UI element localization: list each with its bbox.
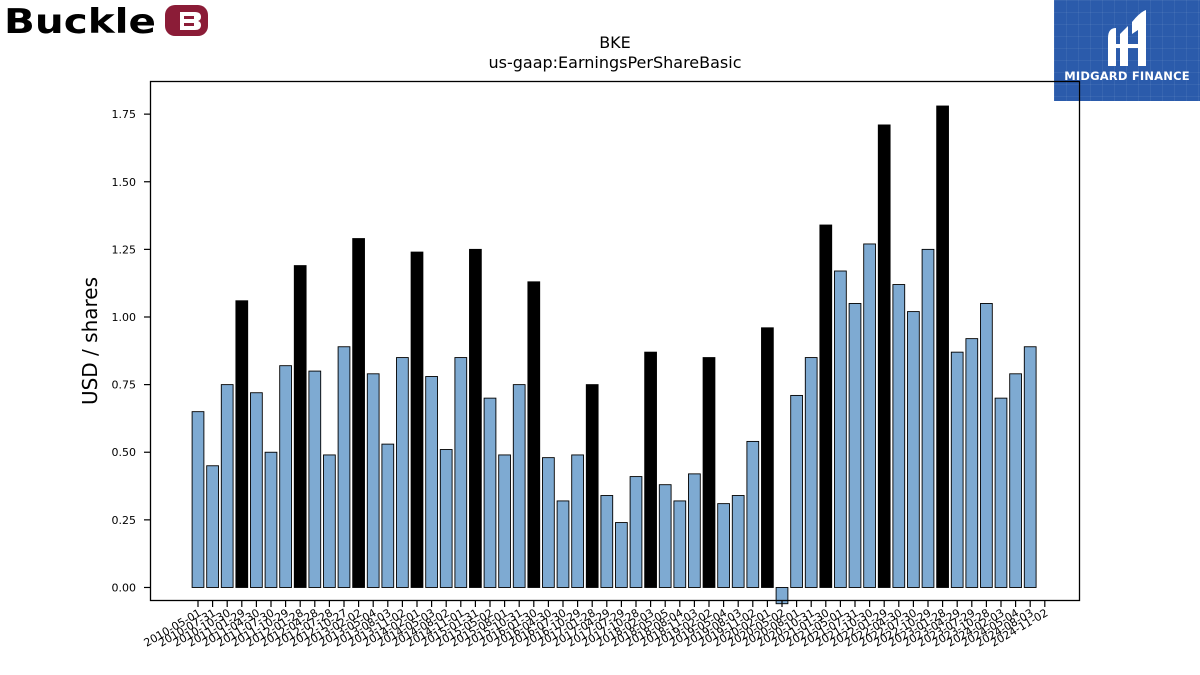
y-tick-label: 1.00 (112, 311, 137, 324)
bar (629, 476, 643, 588)
bar (220, 384, 234, 588)
bar (425, 376, 438, 588)
bar (731, 495, 745, 588)
bar (556, 500, 570, 588)
bar-highlight (410, 251, 424, 588)
bar (673, 500, 687, 588)
bar (717, 503, 730, 588)
bar (994, 397, 1008, 588)
bar (454, 357, 468, 588)
bar-highlight (819, 224, 833, 588)
bar-highlight (469, 248, 482, 588)
midgard-mark-icon (1108, 10, 1146, 66)
bar (571, 454, 584, 588)
bars-layer (191, 105, 1037, 605)
y-tick-label: 0.75 (112, 379, 137, 392)
bar (965, 338, 979, 588)
bar-highlight (527, 281, 541, 588)
buckle-logo-text: Buckle (4, 3, 156, 39)
bar (658, 484, 672, 588)
bar (396, 357, 409, 588)
bar (834, 270, 847, 588)
bar-highlight (702, 357, 716, 588)
bar (921, 248, 935, 588)
bar-highlight (352, 238, 365, 588)
y-tick-label: 0.00 (112, 581, 137, 594)
bar-highlight (293, 265, 307, 588)
bar (483, 397, 497, 588)
bar (323, 454, 336, 588)
bar (191, 411, 205, 588)
y-axis: 0.00 0.25 0.50 0.75 1.00 1.25 1.50 1.75 (112, 108, 150, 594)
bar (892, 284, 906, 588)
bar (206, 465, 219, 588)
bar (950, 351, 964, 588)
y-tick-label: 0.50 (112, 446, 137, 459)
bar (308, 370, 322, 588)
bar (804, 357, 818, 588)
bar (746, 440, 760, 588)
bar-highlight (936, 105, 949, 588)
bar (264, 451, 278, 588)
bar (1023, 346, 1037, 588)
bar (980, 303, 993, 588)
bar (688, 473, 701, 588)
bar (279, 365, 292, 588)
x-axis: 2010-05-012010-07-312010-10-302011-01-29… (142, 601, 1050, 650)
bar (600, 495, 614, 588)
bar (1009, 373, 1022, 588)
buckle-logo: Buckle (4, 3, 208, 39)
bar-highlight (761, 327, 774, 588)
bar (250, 392, 263, 588)
chart-title-block: BKE us-gaap:EarningsPerShareBasic (150, 33, 1080, 73)
bar (542, 457, 555, 588)
bar (512, 384, 526, 588)
y-tick-label: 1.25 (112, 243, 137, 256)
bar-highlight (877, 124, 891, 588)
bar (381, 443, 395, 588)
bar (439, 449, 453, 588)
bar (615, 522, 628, 588)
bar-highlight (585, 384, 599, 588)
bar (366, 373, 380, 588)
bar (863, 243, 876, 588)
y-tick-label: 1.50 (112, 176, 137, 189)
chart-title: BKE (599, 33, 631, 52)
midgard-finance-logo: MIDGARD FINANCE (1054, 0, 1200, 101)
midgard-logo-text: MIDGARD FINANCE (1064, 69, 1190, 83)
bar (790, 394, 803, 588)
y-axis-label: USD / shares (78, 277, 102, 405)
y-tick-label: 1.75 (112, 108, 137, 121)
bar (907, 311, 920, 588)
bar (498, 454, 511, 588)
bar (337, 346, 351, 588)
bar (848, 303, 862, 588)
chart-subtitle: us-gaap:EarningsPerShareBasic (488, 53, 742, 72)
bar-highlight (644, 351, 657, 588)
bar-highlight (235, 300, 249, 588)
y-tick-label: 0.25 (112, 514, 137, 527)
plot-frame (149, 80, 1081, 602)
